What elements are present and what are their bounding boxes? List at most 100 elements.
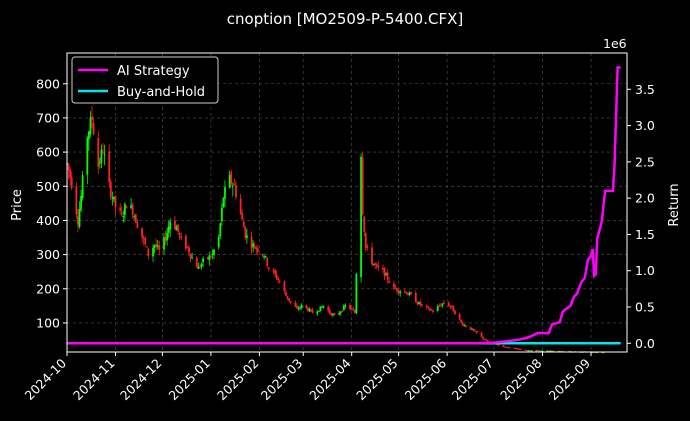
candle-body <box>306 308 309 311</box>
candle-body <box>133 216 136 218</box>
candle-body <box>452 305 455 312</box>
candle-body <box>191 257 194 259</box>
candle-body <box>364 232 367 248</box>
x-tick-label: 2024-12 <box>117 356 165 404</box>
candle-body <box>152 247 154 257</box>
x-tick-label: 2025-06 <box>402 355 450 403</box>
y-tick-label-right: 3.0 <box>635 118 655 133</box>
candle-body <box>125 206 128 209</box>
candle-body <box>507 347 510 349</box>
candle-body <box>472 328 475 331</box>
candle-body <box>469 326 472 330</box>
candle-body <box>471 328 474 330</box>
candle-body <box>144 237 147 245</box>
candle-body <box>253 245 256 249</box>
candle-body <box>109 181 112 197</box>
candle-body <box>267 267 270 270</box>
x-tick-label: 2024-10 <box>22 355 70 403</box>
candle-body <box>458 313 461 320</box>
y-tick-label-left: 100 <box>36 315 60 330</box>
candle-body <box>230 172 233 184</box>
candle-body <box>169 221 172 230</box>
chart-title: cnoption [MO2509-P-5400.CFX] <box>227 10 463 28</box>
right-axis-multiplier: 1e6 <box>603 36 627 51</box>
candle-body <box>274 270 276 275</box>
candle-body <box>372 263 375 265</box>
candle-body <box>363 216 366 233</box>
candle-body <box>103 154 106 156</box>
candle-body <box>418 302 420 305</box>
candle-body <box>286 296 289 299</box>
x-tick-label: 2024-11 <box>70 356 118 404</box>
x-tick-label: 2025-04 <box>306 355 354 403</box>
candle-body <box>394 287 397 290</box>
x-tick-label: 2025-09 <box>546 355 594 403</box>
candle-body <box>486 340 489 342</box>
y-tick-label-right: 1.5 <box>635 227 655 242</box>
candle-body <box>308 308 311 312</box>
candle-body <box>497 344 500 346</box>
candle-body <box>519 349 522 351</box>
candle-body <box>252 243 255 247</box>
y-tick-label-right: 0.5 <box>635 300 655 315</box>
candle-body <box>319 306 322 312</box>
candle-body <box>245 235 248 238</box>
candle-body <box>222 197 225 207</box>
candle-body <box>277 278 280 281</box>
legend-box <box>71 56 219 104</box>
candle-body <box>525 349 528 351</box>
candle-body <box>371 247 373 264</box>
candle-body <box>228 174 231 188</box>
candle-body <box>177 224 179 232</box>
candle-body <box>311 309 314 314</box>
candle-body <box>219 223 222 237</box>
candle-body <box>485 339 488 341</box>
candle-body <box>516 348 519 350</box>
candle-body <box>602 352 605 354</box>
candle-body <box>474 330 477 332</box>
candle-body <box>438 305 441 307</box>
x-axis: 2024-10 2024-11 2024-12 2025-01 2025-022025-… <box>22 352 594 404</box>
candle-body <box>355 274 358 314</box>
candle-body <box>460 320 463 323</box>
candle-body <box>529 350 531 352</box>
candle-body <box>443 302 445 304</box>
candle-body <box>156 245 159 247</box>
x-tick-label: 2025-07 <box>449 356 497 404</box>
candle-body <box>496 344 499 346</box>
candle-body <box>122 215 125 218</box>
candle-body <box>515 347 517 349</box>
candle-body <box>508 347 511 349</box>
candle-body <box>403 291 406 293</box>
candle-body <box>153 244 156 248</box>
candle-body <box>360 156 362 278</box>
legend-label-ai-strategy: AI Strategy <box>117 64 190 79</box>
candle-body <box>108 151 111 182</box>
y-tick-label-right: 2.0 <box>635 191 655 206</box>
candle-body <box>131 205 134 215</box>
y-tick-label-left: 500 <box>36 179 60 194</box>
candle-body <box>439 305 442 307</box>
candle-body <box>513 347 516 349</box>
candle-body <box>330 312 333 316</box>
candle-body <box>87 131 90 140</box>
candle-body <box>502 345 505 347</box>
candle-body <box>475 331 478 333</box>
candle-body <box>427 306 430 308</box>
candle-body <box>241 212 244 219</box>
candle-body <box>316 311 319 314</box>
legend-label-buy-and-hold: Buy-and-Hold <box>117 85 205 100</box>
candle-body <box>91 116 93 120</box>
candle-body <box>114 196 117 208</box>
candle-body <box>421 304 423 306</box>
candle-body <box>332 314 334 316</box>
candle-body <box>155 244 158 247</box>
y-axis-right: 0.0 0.5 1.0 1.5 2.0 2.5 3.0 3.5 <box>627 82 655 351</box>
candle-body <box>120 212 123 215</box>
candle-body <box>244 226 247 238</box>
candle-body <box>480 332 483 337</box>
candle-body <box>596 352 599 354</box>
candle-body <box>449 305 452 307</box>
candle-body <box>410 292 413 295</box>
candle-body <box>283 281 286 292</box>
